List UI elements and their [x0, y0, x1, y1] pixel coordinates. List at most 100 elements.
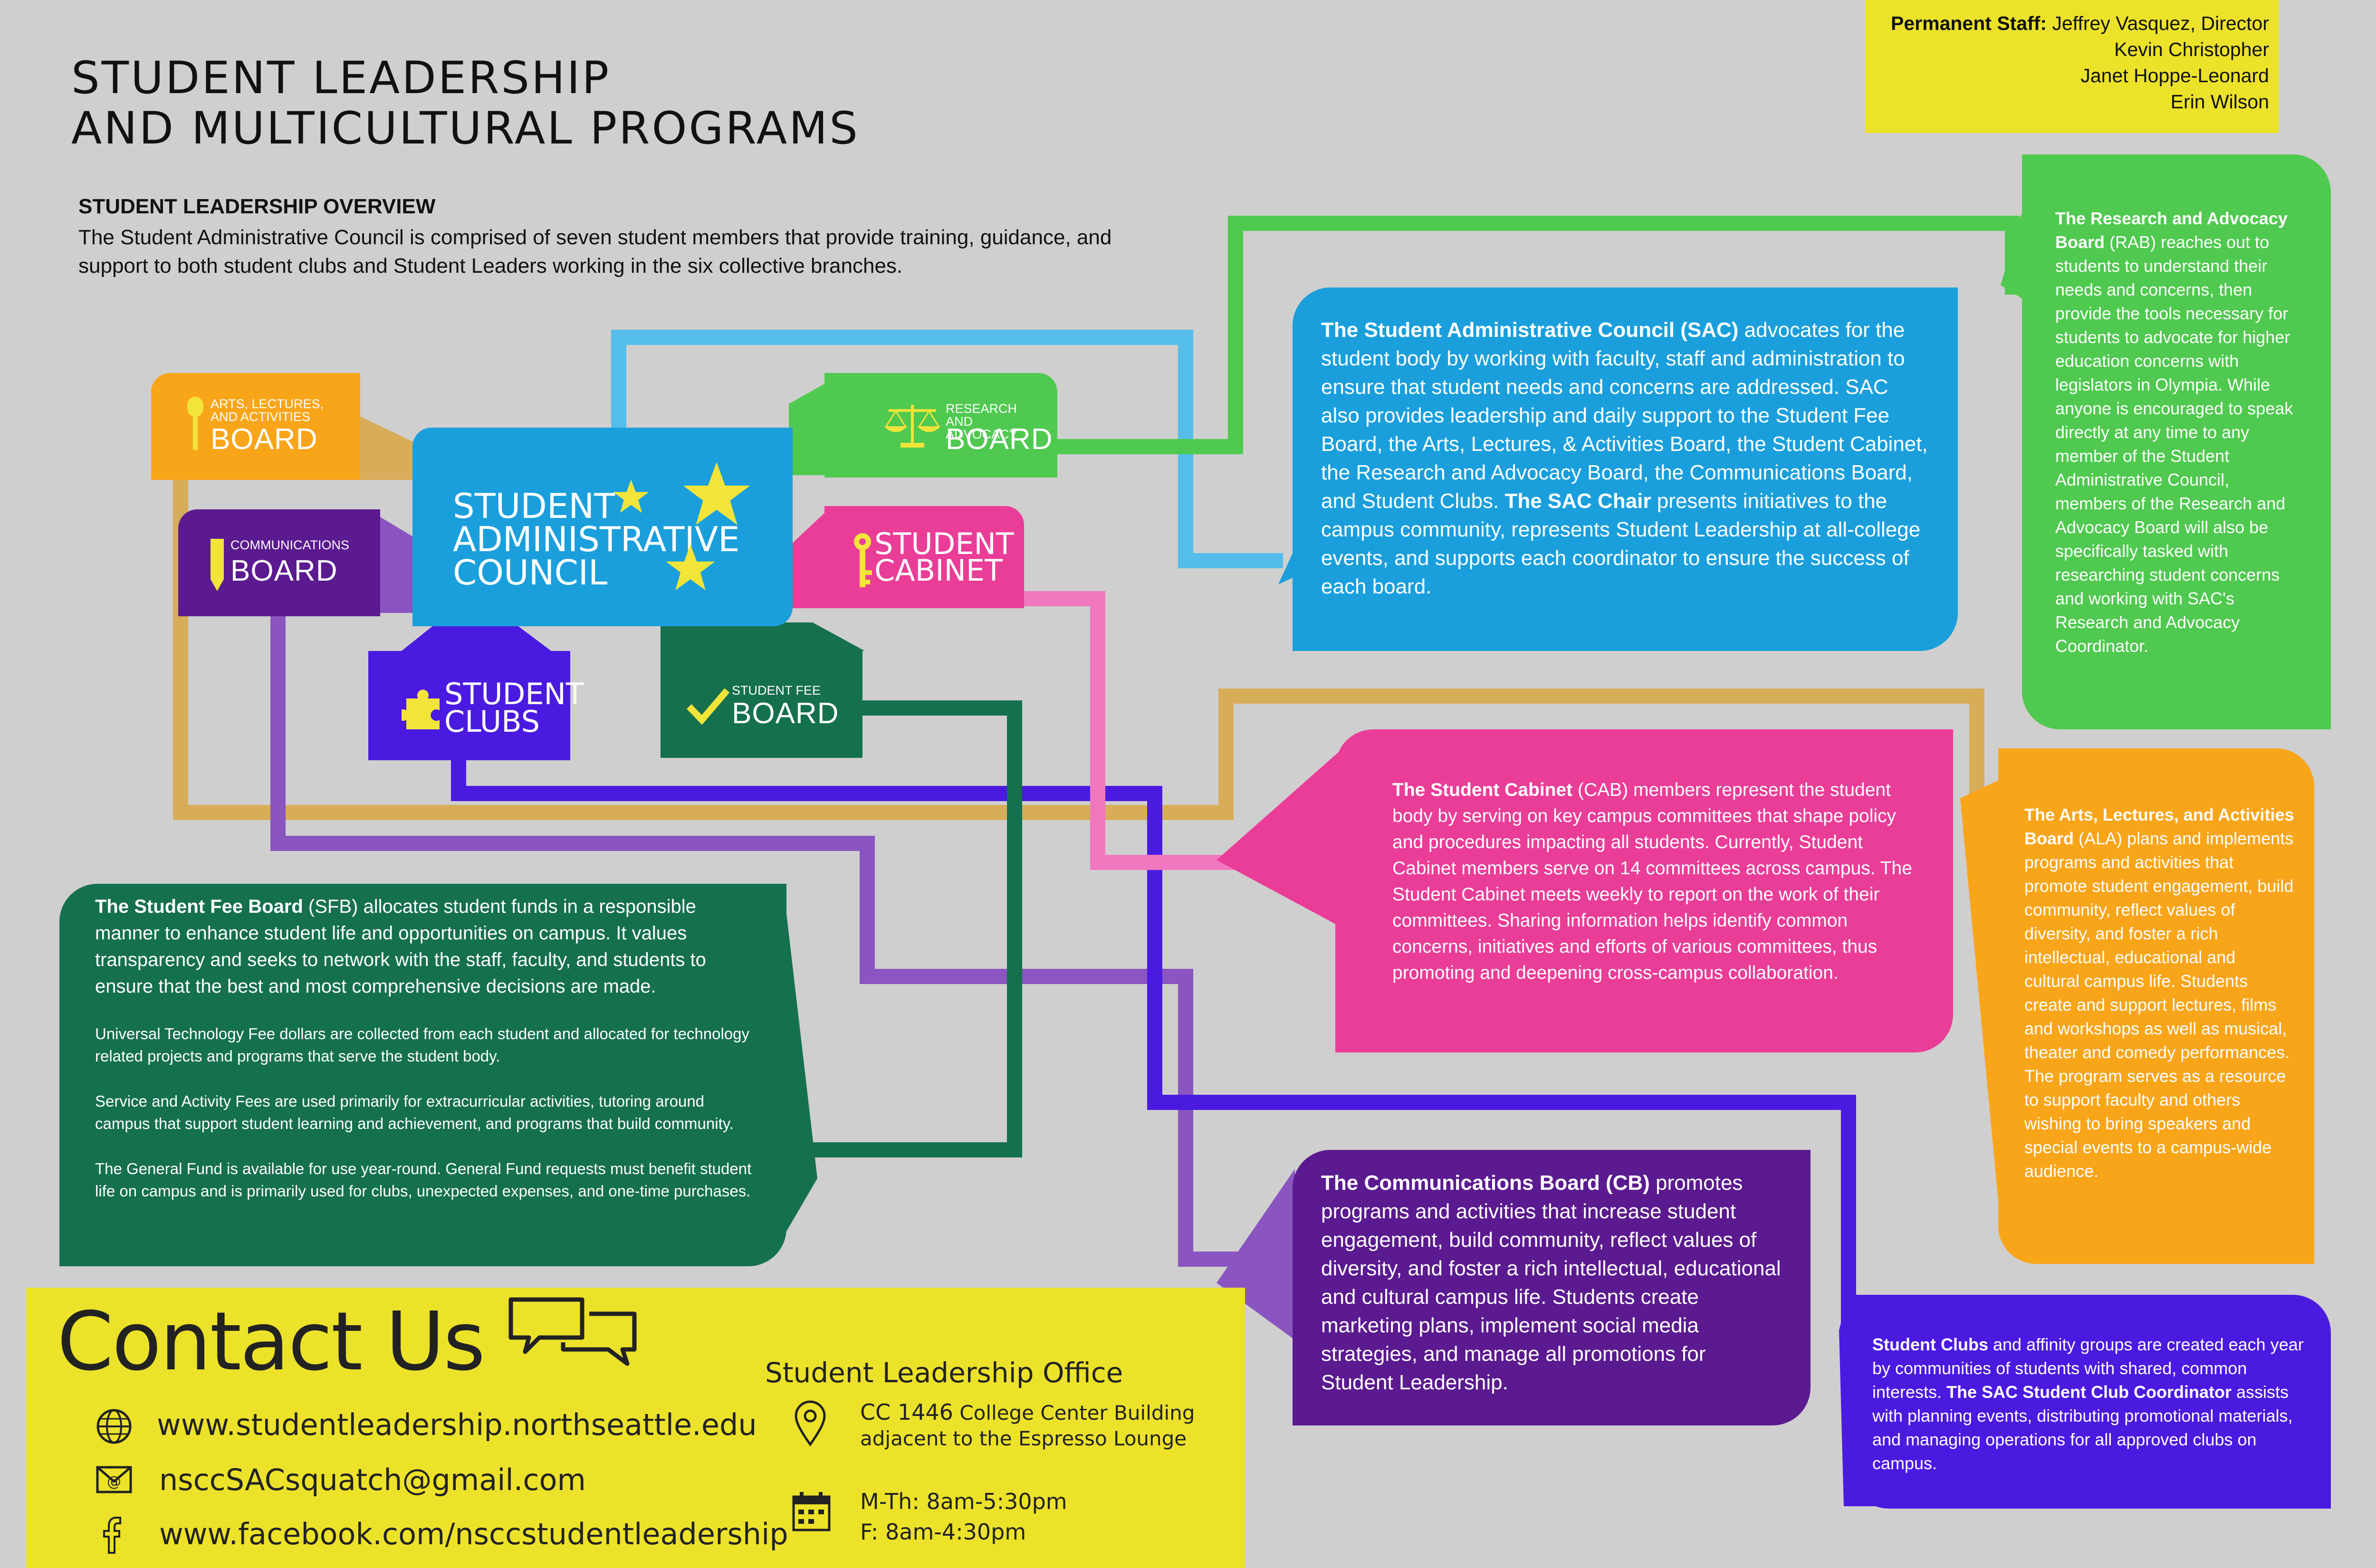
tab-cabinet: [789, 511, 827, 608]
tab-rab: [789, 382, 827, 475]
microphone-icon: [187, 397, 203, 450]
puzzle-piece-icon: [402, 689, 440, 729]
website-link[interactable]: www.studentleadership.northseattle.edu: [157, 1407, 757, 1442]
calendar-icon: [792, 1492, 831, 1531]
title-line-2: AND MULTICULTURAL PROGRAMS: [71, 103, 860, 154]
page-title: STUDENT LEADERSHIP AND MULTICULTURAL PRO…: [71, 53, 860, 154]
rab-node-big: BOARD: [946, 423, 1053, 456]
facebook-link[interactable]: www.facebook.com/nsccstudentleadership: [159, 1517, 788, 1551]
connector-ala: [173, 475, 1984, 820]
ala-node-small: ARTS, LECTURES, AND ACTIVITIES: [211, 397, 324, 424]
pointer-ala: [1960, 779, 2001, 1226]
speech-bubbles-icon: [508, 1297, 637, 1366]
description-clubs: Student Clubs and affinity groups are cr…: [1851, 1295, 2331, 1509]
office-room: CC 1446: [860, 1399, 953, 1425]
scales-icon: [884, 405, 941, 448]
description-rab: The Research and Advocacy Board (RAB) re…: [2022, 154, 2331, 729]
staff-member-2: Kevin Christopher: [2114, 38, 2269, 60]
connector-clubs: [451, 755, 1856, 1354]
comm-node-small: COMMUNICATIONS: [230, 538, 349, 552]
sac-desc-bold-2: The SAC Chair: [1504, 489, 1651, 513]
comm-desc-bold: The Communications Board (CB): [1321, 1171, 1650, 1195]
tab-comm: [378, 516, 413, 613]
star-icon-large: [683, 462, 750, 525]
rab-node-small: RESEARCH AND ADVOCACY: [946, 402, 1018, 441]
node-student-clubs: STUDENT CLUBS: [368, 651, 584, 760]
node-student-administrative-council: STUDENT ADMINISTRATIVE COUNCIL: [412, 428, 793, 626]
sac-node-line-1: STUDENT: [453, 486, 615, 526]
sac-desc-text-2: presents initiatives to the campus commu…: [1321, 489, 1921, 598]
cabinet-node-line-2: CABINET: [874, 553, 1003, 588]
pointer-cabinet: [1217, 751, 1340, 927]
ala-node-big: BOARD: [211, 423, 318, 456]
rab-desc-bold: The Research and Advocacy Board: [2055, 209, 2288, 252]
cabinet-node-line-1: STUDENT: [874, 526, 1014, 561]
sac-node-line-3: COUNCIL: [453, 553, 608, 593]
sfb-node-big: BOARD: [732, 697, 839, 730]
overview-text: The Student Administrative Council is co…: [78, 226, 1112, 277]
node-student-fee-board: STUDENT FEE BOARD: [661, 651, 862, 758]
clubs-desc-text-2: assists with planning events, distributi…: [1872, 1382, 2293, 1473]
clubs-node-line-2: CLUBS: [444, 704, 540, 739]
sfb-desc-p3: Service and Activity Fees are used prima…: [95, 1092, 734, 1132]
sac-desc-bold-1: The Student Administrative Council (SAC): [1321, 318, 1739, 342]
overview-heading: STUDENT LEADERSHIP OVERVIEW: [78, 195, 436, 218]
clubs-node-line-1: STUDENT: [444, 677, 584, 711]
description-ala: The Arts, Lectures, and Activities Board…: [1998, 748, 2314, 1264]
comm-desc-text: promotes programs and activities that in…: [1321, 1171, 1781, 1394]
staff-member-1: Jeffrey Vasquez, Director: [2052, 12, 2269, 34]
tab-sfb: [661, 622, 865, 651]
comm-node-big: BOARD: [230, 555, 338, 587]
contact-title: Contact Us: [57, 1295, 485, 1389]
staff-row-1: Permanent Staff: Jeffrey Vasquez, Direct…: [1875, 10, 2269, 37]
key-icon: [854, 533, 872, 587]
sfb-desc-p4: The General Fund is available for use ye…: [95, 1160, 752, 1200]
office-hours-2: F: 8am-4:30pm: [860, 1519, 1026, 1545]
star-icon-medium: [666, 544, 715, 591]
node-ala-board: ARTS, LECTURES, AND ACTIVITIES BOARD: [151, 373, 360, 480]
clubs-desc-text-1: and affinity groups are created each yea…: [1872, 1335, 2304, 1402]
email-icon: @: [96, 1466, 132, 1493]
ala-desc-bold: The Arts, Lectures, and Activities Board: [2024, 805, 2294, 848]
rab-desc-text: (RAB) reaches out to students to underst…: [2055, 232, 2293, 656]
tab-ala: [359, 416, 413, 480]
staff-member-3: Janet Hoppe-Leonard: [2080, 65, 2269, 86]
star-icon: [613, 479, 649, 513]
cabinet-desc-bold: The Student Cabinet: [1392, 780, 1573, 800]
node-student-cabinet: STUDENT CABINET: [824, 506, 1024, 608]
sac-desc-text-1: advocates for the student body by workin…: [1321, 318, 1928, 513]
pointer-sfb: [784, 893, 817, 1235]
title-line-1: STUDENT LEADERSHIP: [71, 52, 611, 104]
connector-comm: [270, 613, 1255, 1267]
description-sac: The Student Administrative Council (SAC)…: [1293, 287, 1958, 651]
connector-sfb: [794, 700, 1022, 1157]
staff-label: Permanent Staff:: [1891, 12, 2047, 34]
clubs-desc-bold-1: Student Clubs: [1872, 1335, 1988, 1354]
office-address: CC 1446 College Center Building adjacent…: [860, 1399, 1195, 1452]
office-hours: M-Th: 8am-5:30pm F: 8am-4:30pm: [860, 1486, 1067, 1547]
tab-clubs: [402, 622, 551, 651]
permanent-staff-box: Permanent Staff: Jeffrey Vasquez, Direct…: [1865, 0, 2279, 133]
sfb-node-small: STUDENT FEE: [732, 683, 821, 698]
description-cabinet: The Student Cabinet (CAB) members repres…: [1335, 729, 1953, 1052]
sfb-desc-bold: The Student Fee Board: [95, 896, 303, 917]
office-hours-1: M-Th: 8am-5:30pm: [860, 1489, 1067, 1514]
email-link[interactable]: nsccSACsquatch@gmail.com: [159, 1463, 586, 1497]
facebook-icon: [103, 1517, 121, 1554]
description-comm: The Communications Board (CB) promotes p…: [1293, 1150, 1811, 1425]
location-pin-icon: [795, 1400, 826, 1447]
cabinet-desc-text: (CAB) members represent the student body…: [1392, 780, 1912, 983]
at-sign-glyph: @: [107, 1473, 121, 1490]
sfb-desc-p2: Universal Technology Fee dollars are col…: [95, 1025, 750, 1065]
sfb-desc-text: (SFB) allocates student funds in a respo…: [95, 896, 706, 997]
connector-cabinet: [1022, 591, 1236, 870]
connector-sac: [611, 330, 1283, 568]
office-location-note: adjacent to the Espresso Lounge: [860, 1427, 1187, 1450]
pencil-icon: [211, 539, 224, 591]
office-heading: Student Leadership Office: [765, 1357, 1123, 1389]
node-communications-board: COMMUNICATIONS BOARD: [178, 509, 380, 616]
globe-icon: [96, 1409, 132, 1444]
office-building: College Center Building: [959, 1401, 1195, 1425]
ala-desc-text: (ALA) plans and implements programs and …: [2024, 829, 2294, 1181]
staff-member-4: Erin Wilson: [2170, 91, 2269, 113]
